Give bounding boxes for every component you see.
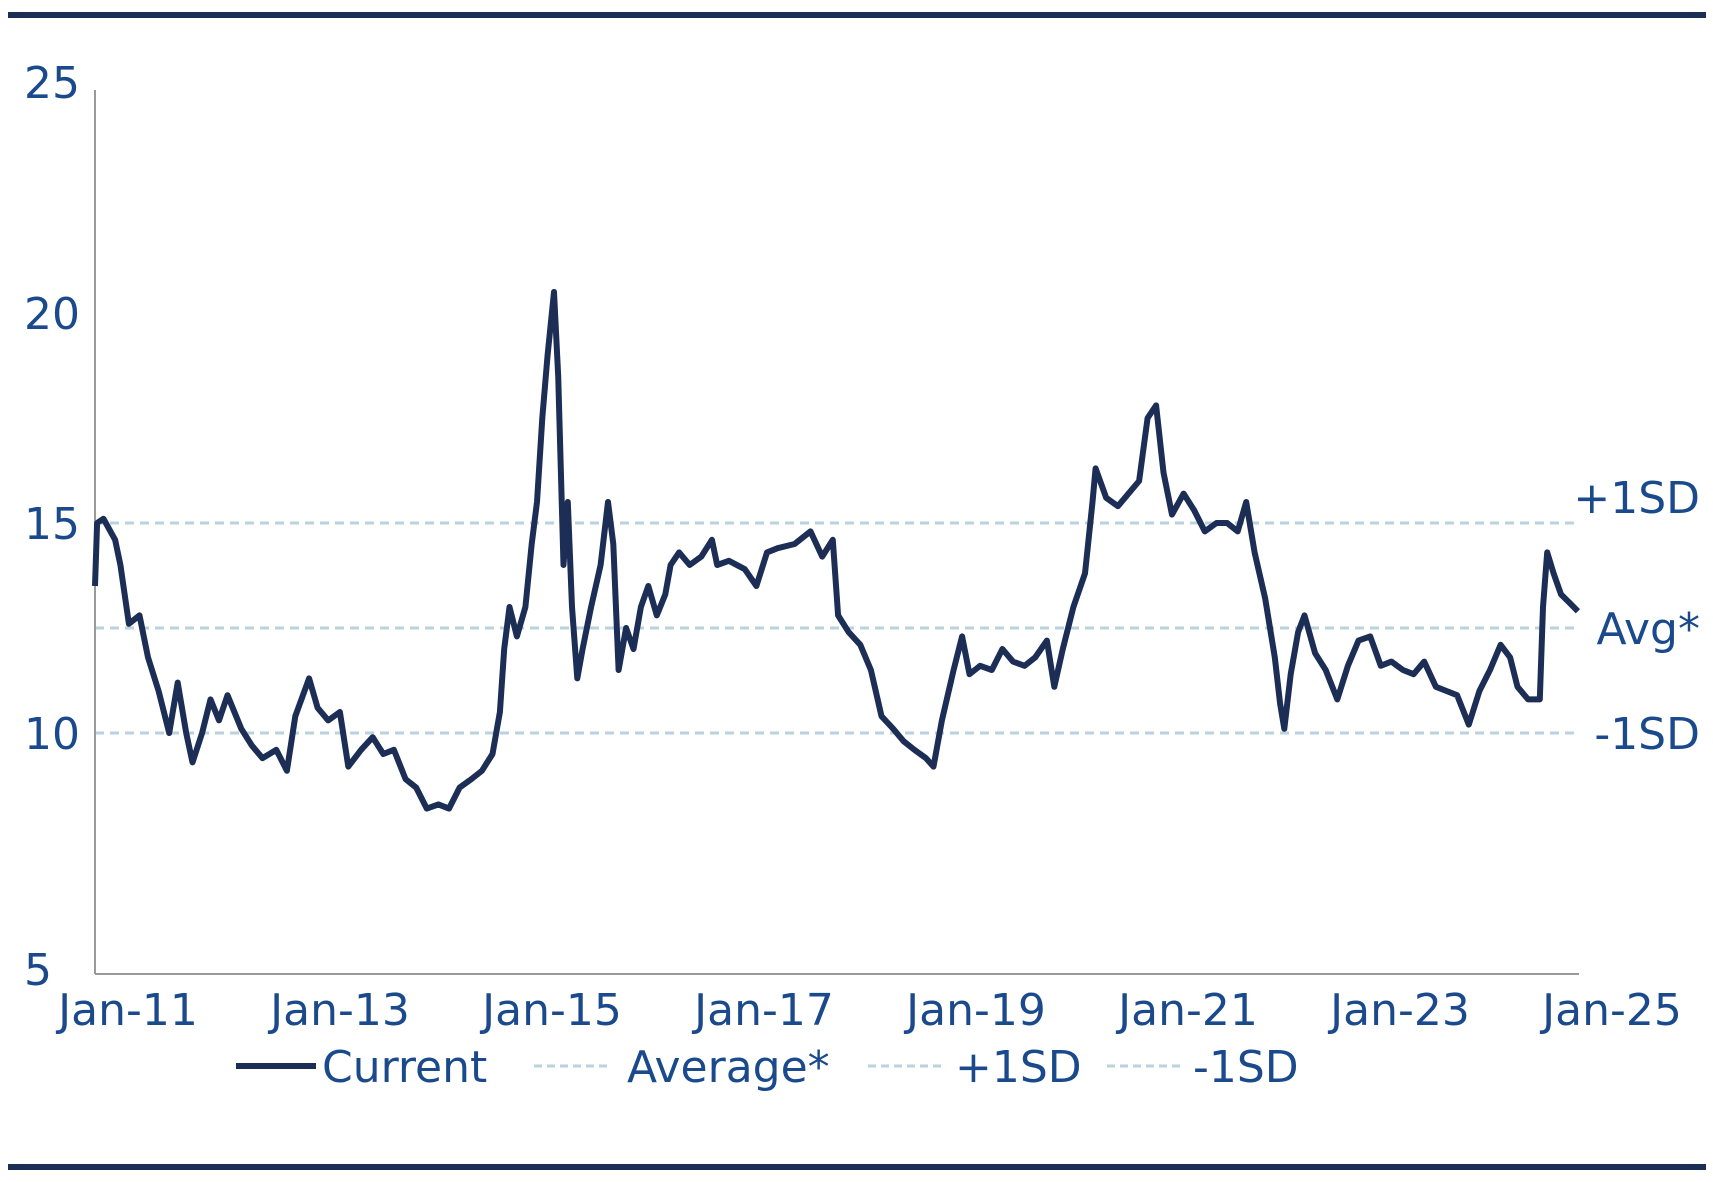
legend-plus1sd-label: +1SD [955, 1042, 1082, 1093]
y-tick-label: 10 [24, 709, 80, 760]
top-rule [8, 12, 1706, 18]
bottom-rule [8, 1164, 1706, 1170]
x-tick-label: Jan-23 [1327, 985, 1470, 1036]
x-tick-label: Jan-11 [55, 985, 198, 1036]
reference-label: Avg* [1597, 604, 1701, 655]
x-tick-label: Jan-15 [479, 985, 622, 1036]
x-tick-label: Jan-13 [267, 985, 410, 1036]
x-tick-label: Jan-21 [1115, 985, 1258, 1036]
x-tick-labels: Jan-11 Jan-13 Jan-15 Jan-17 Jan-19 Jan-21 Jan-… [55, 985, 1682, 1036]
legend-current-label: Current [322, 1042, 487, 1093]
reference-label: +1SD [1573, 473, 1700, 524]
x-tick-label: Jan-25 [1539, 985, 1682, 1036]
reference-labels: +1SD Avg* -1SD [1573, 473, 1700, 760]
x-tick-label: Jan-19 [903, 985, 1046, 1036]
y-tick-label: 25 [24, 58, 80, 109]
y-tick-label: 15 [24, 499, 80, 550]
y-tick-labels: 5 10 15 20 25 [24, 58, 80, 996]
legend-average-label: Average* [627, 1042, 830, 1093]
legend-minus1sd-label: -1SD [1193, 1042, 1299, 1093]
y-tick-label: 5 [24, 945, 52, 996]
series-current-line [92, 289, 1581, 812]
legend: Current Average* +1SD -1SD [236, 1042, 1299, 1093]
x-tick-label: Jan-17 [691, 985, 834, 1036]
reference-label: -1SD [1594, 709, 1700, 760]
y-tick-label: 20 [24, 289, 80, 340]
